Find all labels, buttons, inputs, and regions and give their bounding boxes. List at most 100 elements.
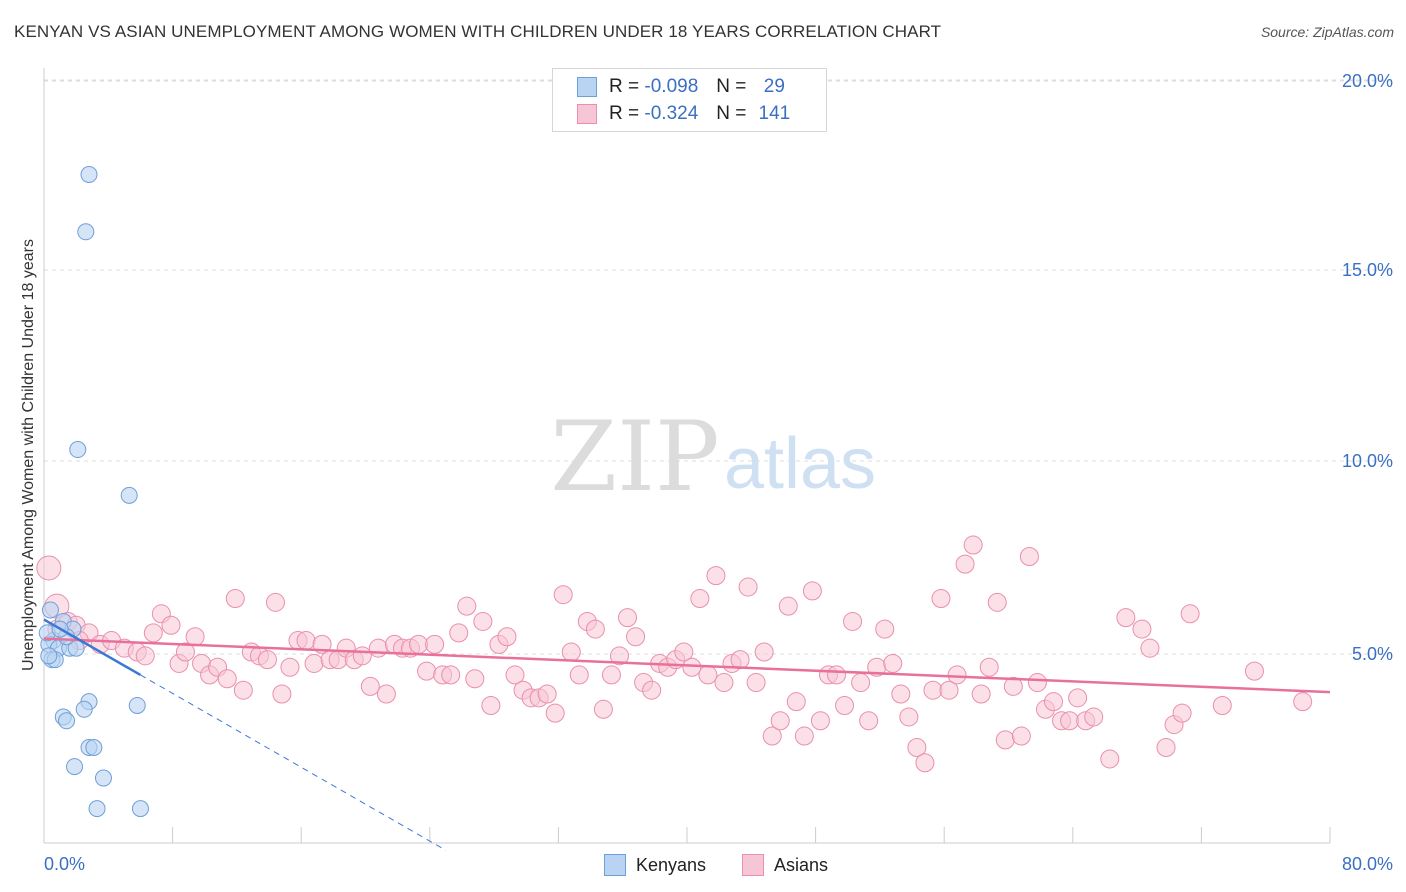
asian-point	[1116, 608, 1136, 628]
kenyans-swatch	[577, 77, 597, 97]
asian-point	[642, 680, 662, 700]
asian-point	[730, 650, 750, 670]
asian-point	[1156, 738, 1176, 757]
kenyan-point	[131, 800, 149, 818]
asian-point	[561, 642, 581, 662]
asian-point	[473, 611, 493, 631]
asian-point	[826, 665, 846, 685]
asian-point	[963, 535, 983, 555]
asian-point	[810, 711, 830, 731]
kenyan-point	[66, 758, 84, 776]
asian-point	[931, 589, 951, 609]
asian-point	[135, 646, 155, 666]
kenyan-point	[128, 696, 146, 714]
y-tick-label: 5.0%	[1352, 644, 1393, 664]
asian-point	[1100, 749, 1120, 769]
asian-point	[770, 711, 790, 731]
asian-point	[746, 673, 766, 693]
asian-point	[706, 566, 726, 586]
asian-point	[690, 589, 710, 609]
kenyan-point	[41, 601, 59, 619]
bottom-legend-kenyans: Kenyans	[604, 853, 706, 877]
kenyan-point	[58, 712, 76, 730]
kenyan-point	[88, 800, 106, 818]
kenyan-trend-extension	[140, 674, 447, 851]
asian-point	[161, 615, 181, 635]
r-label: R =	[609, 76, 640, 97]
r-value: -0.098	[644, 76, 699, 97]
kenyans-label: Kenyans	[636, 854, 707, 875]
kenyan-point	[77, 223, 95, 241]
asian-point	[762, 726, 782, 746]
asian-point	[979, 657, 999, 677]
asian-point	[233, 680, 253, 700]
asian-point	[265, 592, 285, 612]
asian-point	[883, 653, 903, 673]
n-label: N =	[716, 76, 747, 97]
bottom-legend-asians: Asians	[742, 853, 828, 877]
x-tick-label: 80.0%	[1342, 854, 1393, 874]
asian-point	[409, 634, 429, 654]
asian-point	[425, 634, 445, 654]
trend-lines	[43, 618, 1331, 851]
asian-point	[835, 695, 855, 715]
asian-point	[1044, 692, 1064, 712]
asian-point	[955, 554, 975, 574]
asian-point	[1132, 619, 1152, 639]
asian-point	[601, 665, 621, 685]
asian-point	[1212, 695, 1232, 715]
asian-point	[995, 730, 1015, 750]
y-tick-label: 10.0%	[1342, 451, 1393, 471]
asian-point	[626, 627, 646, 647]
asian-point	[465, 669, 485, 689]
asian-point	[1140, 638, 1160, 658]
asian-point	[272, 684, 292, 704]
asian-point	[915, 753, 935, 773]
asian-point	[754, 642, 774, 662]
asians-swatch	[742, 854, 764, 876]
asian-point	[497, 627, 517, 647]
asian-trend-line	[43, 637, 1331, 694]
asian-point	[225, 589, 245, 609]
asian-point	[947, 665, 967, 685]
r-value: -0.324	[644, 103, 699, 124]
asian-point	[449, 623, 469, 643]
asian-point	[1180, 604, 1200, 624]
r-label: R =	[609, 103, 640, 124]
asian-point	[417, 661, 437, 681]
asian-point	[585, 619, 605, 639]
asian-point	[1084, 707, 1104, 727]
correlation-legend: R = -0.098 N = 29 R = -0.324 N = 141	[552, 68, 827, 132]
asian-point	[851, 673, 871, 693]
asian-point	[481, 695, 501, 715]
asian-point	[1019, 547, 1039, 566]
chart-title: KENYAN VS ASIAN UNEMPLOYMENT AMONG WOMEN…	[14, 22, 942, 41]
legend-row-kenyans: R = -0.098 N = 29	[577, 75, 794, 99]
asian-point	[899, 707, 919, 727]
asian-point	[280, 657, 300, 677]
kenyan-point	[120, 486, 138, 504]
source-label: Source: ZipAtlas.com	[1260, 24, 1394, 40]
asian-point	[778, 596, 798, 616]
asian-point	[457, 596, 477, 616]
n-value: 29	[763, 76, 785, 97]
asian-point	[1003, 676, 1023, 696]
asian-point	[714, 673, 734, 693]
asian-point	[786, 692, 806, 712]
asian-point	[257, 650, 277, 670]
asian-point	[36, 555, 62, 581]
asian-point	[505, 665, 525, 685]
legend-row-asians: R = -0.324 N = 141	[577, 102, 794, 126]
asian-point	[1011, 726, 1031, 746]
asian-point	[1068, 688, 1088, 708]
asian-point	[1293, 692, 1313, 712]
asian-point	[569, 665, 589, 685]
watermark-atlas: atlas	[724, 424, 876, 504]
y-tick-label: 20.0%	[1342, 71, 1393, 91]
asian-point	[175, 642, 195, 662]
asian-point	[376, 684, 396, 704]
asian-point	[923, 680, 943, 700]
asian-point	[537, 684, 557, 704]
asian-point	[553, 585, 573, 605]
